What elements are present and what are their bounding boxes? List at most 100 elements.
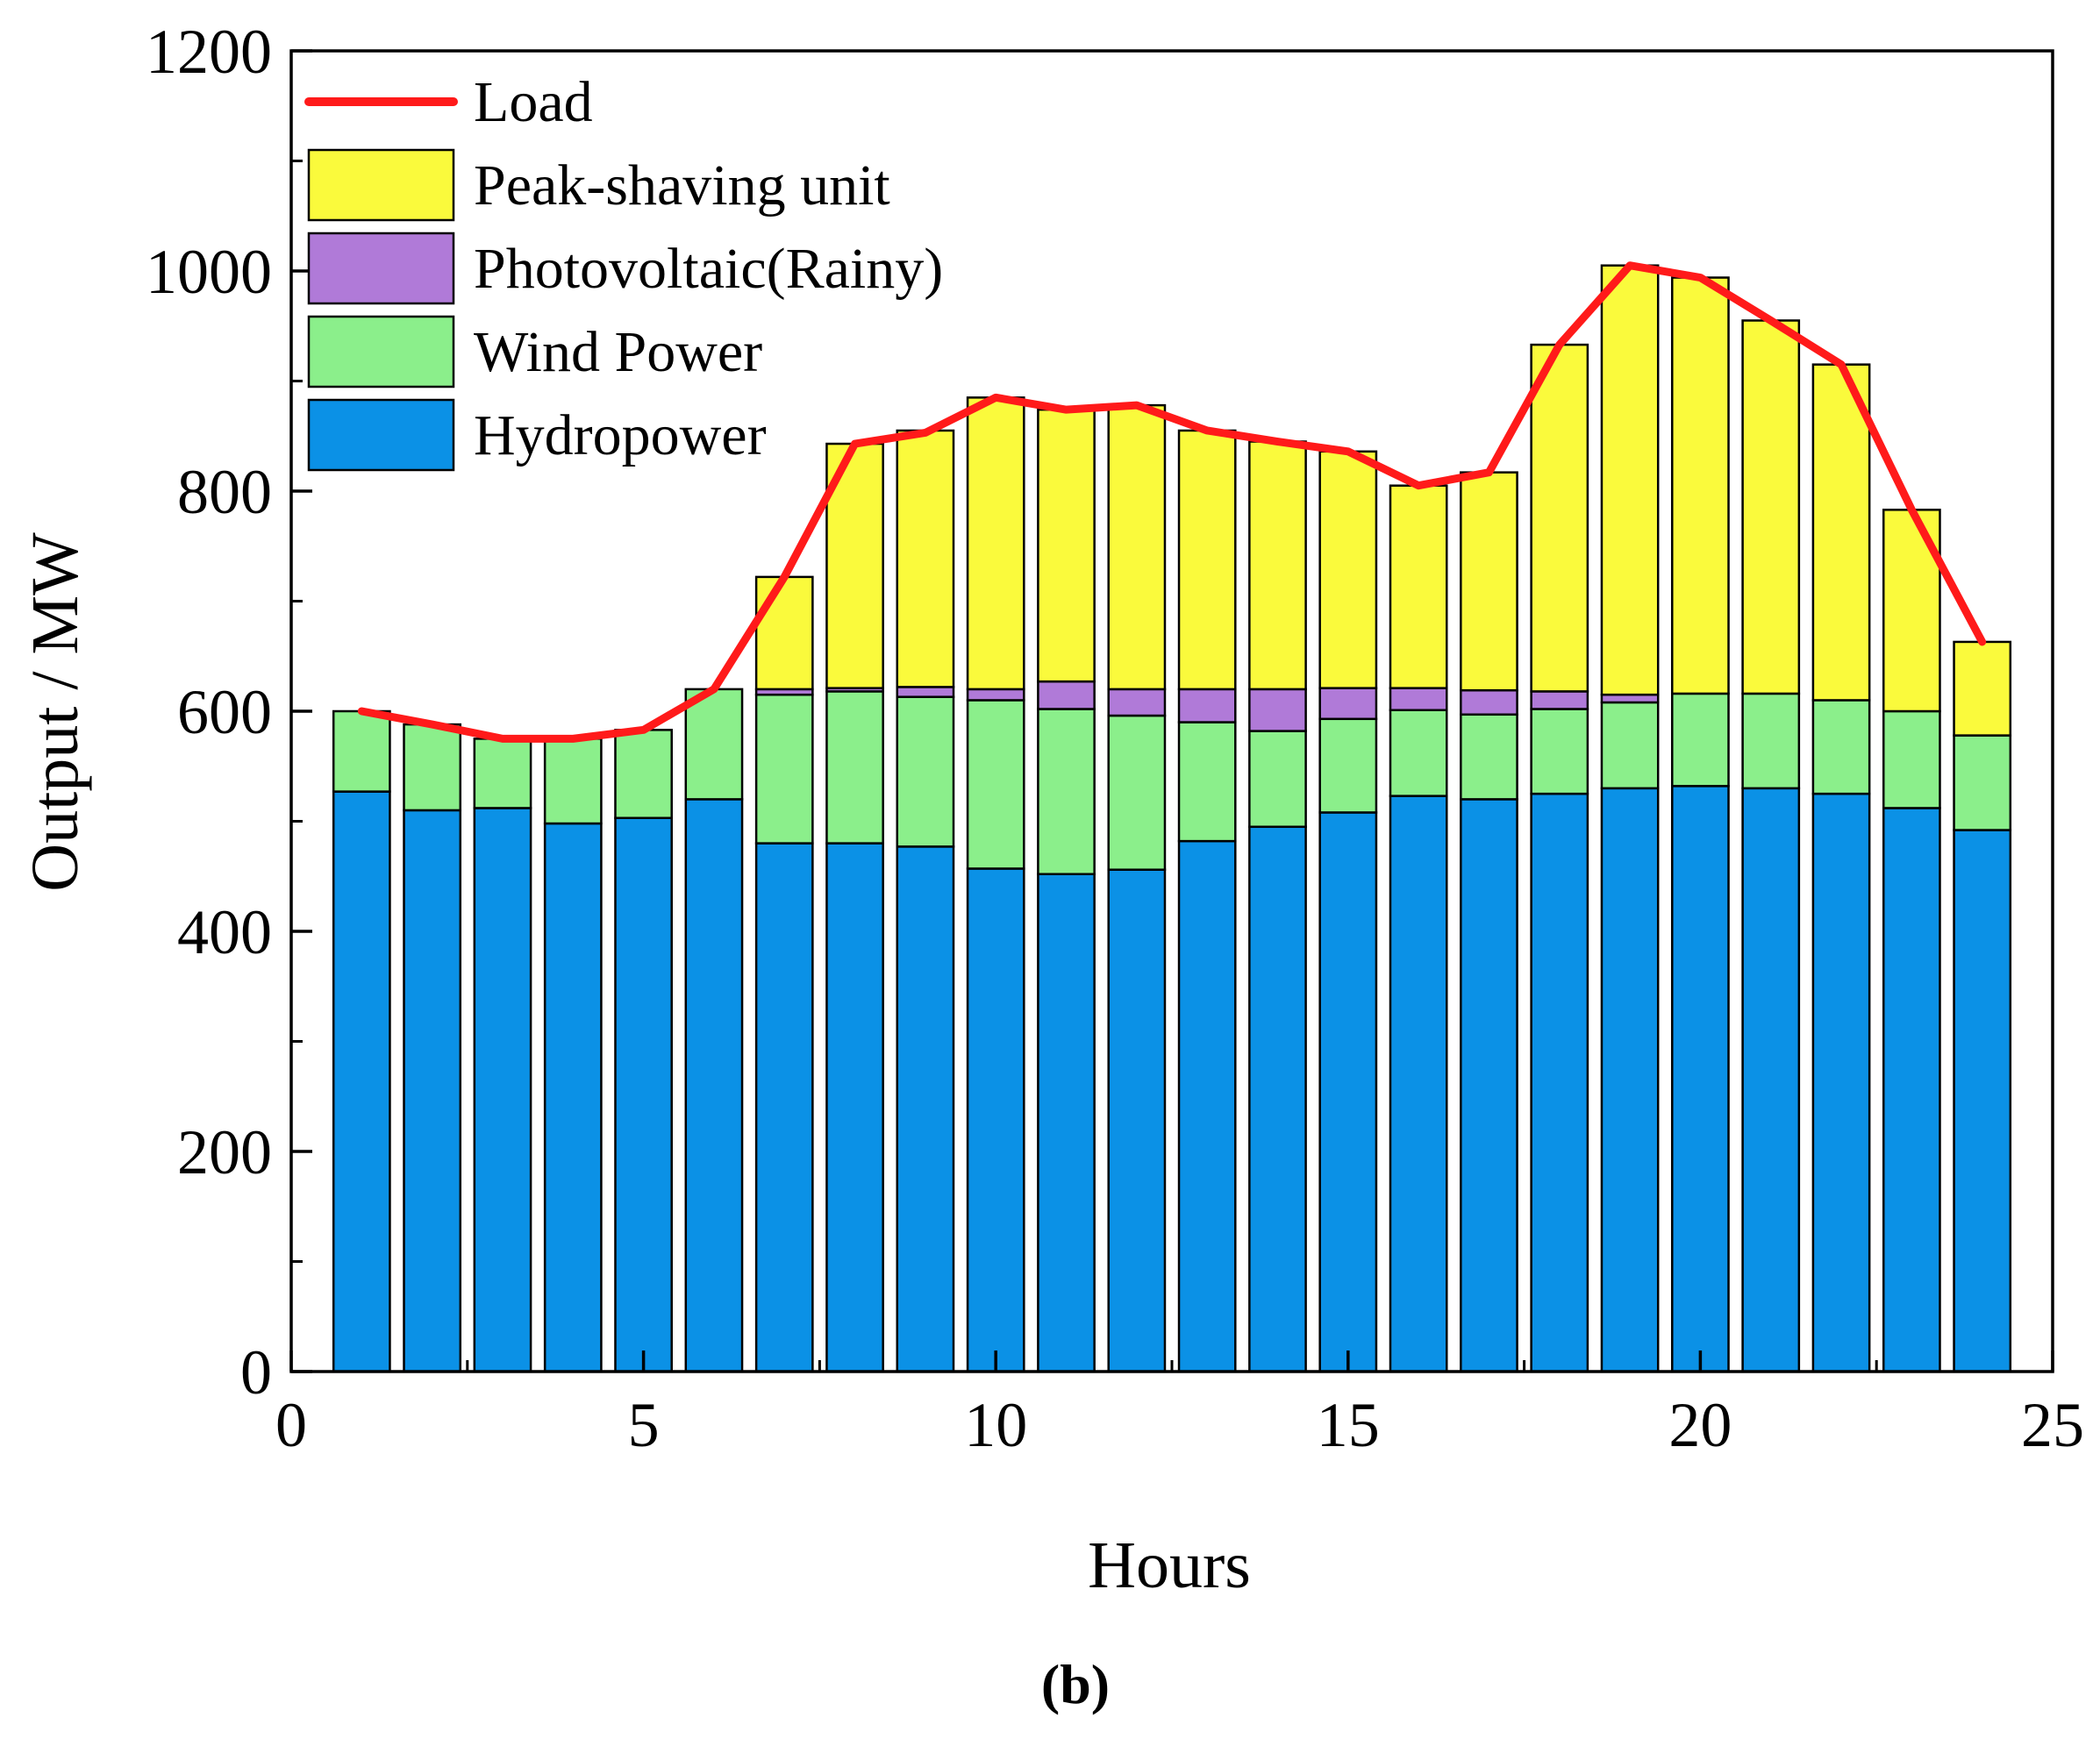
y-tick-label: 0 (240, 1337, 272, 1408)
bar-photovoltaic-rainy-hour-18 (1530, 690, 1589, 710)
bar-wind-power-hour-6 (684, 688, 744, 801)
bar-hydropower-hour-7 (754, 842, 814, 1373)
bar-peak-shaving-unit-hour-21 (1741, 319, 1801, 695)
bar-hydropower-hour-4 (543, 822, 603, 1373)
bar-peak-shaving-unit-hour-9 (896, 429, 955, 688)
bar-hydropower-hour-23 (1882, 807, 1941, 1373)
load-line (357, 261, 1987, 743)
bar-peak-shaving-unit-hour-10 (966, 396, 1025, 691)
bar-wind-power-hour-8 (825, 690, 884, 845)
y-axis-title: Output / MW (18, 532, 92, 892)
bar-wind-power-hour-3 (473, 738, 532, 809)
bar-photovoltaic-rainy-hour-19 (1600, 693, 1660, 704)
bar-wind-power-hour-19 (1600, 701, 1660, 790)
bar-peak-shaving-unit-hour-17 (1460, 471, 1518, 692)
y-tick-label: 200 (177, 1117, 272, 1187)
y-tick-label: 800 (177, 457, 272, 527)
bar-wind-power-hour-18 (1530, 708, 1589, 795)
bar-peak-shaving-unit-hour-20 (1671, 276, 1730, 695)
bar-peak-shaving-unit-hour-24 (1953, 640, 2012, 737)
bar-peak-shaving-unit-hour-16 (1389, 484, 1448, 689)
bar-hydropower-hour-11 (1037, 873, 1096, 1373)
bar-peak-shaving-unit-hour-15 (1318, 450, 1378, 689)
bar-wind-power-hour-16 (1389, 709, 1448, 797)
bar-hydropower-hour-14 (1248, 825, 1307, 1373)
bar-hydropower-hour-8 (825, 842, 884, 1373)
bar-photovoltaic-rainy-hour-11 (1037, 680, 1096, 710)
bar-hydropower-hour-10 (966, 867, 1025, 1373)
bar-wind-power-hour-2 (403, 723, 462, 812)
bar-hydropower-hour-2 (403, 809, 462, 1373)
x-tick-label: 0 (275, 1390, 307, 1460)
y-tick-label: 1200 (146, 17, 272, 87)
legend-label-photovoltaic-rainy: Photovoltaic(Rainy) (474, 237, 943, 301)
bar-hydropower-hour-3 (473, 807, 532, 1373)
bar-wind-power-hour-10 (966, 699, 1025, 870)
bar-wind-power-hour-20 (1671, 692, 1730, 788)
bar-wind-power-hour-1 (332, 709, 391, 793)
bar-hydropower-hour-21 (1741, 787, 1801, 1373)
bar-wind-power-hour-23 (1882, 709, 1941, 809)
bar-hydropower-hour-15 (1318, 811, 1378, 1373)
bar-wind-power-hour-15 (1318, 717, 1378, 814)
bar-wind-power-hour-17 (1460, 713, 1518, 801)
bar-photovoltaic-rainy-hour-14 (1248, 688, 1307, 732)
bar-hydropower-hour-9 (896, 845, 955, 1373)
x-tick-label: 20 (1668, 1390, 1732, 1460)
legend: Load Peak-shaving unit Photovoltaic(Rainy)… (304, 70, 943, 472)
bar-hydropower-hour-6 (684, 798, 744, 1373)
x-tick-label: 10 (964, 1390, 1027, 1460)
legend-swatch-hydropower (307, 398, 455, 472)
bar-hydropower-hour-13 (1177, 839, 1237, 1373)
bar-hydropower-hour-16 (1389, 795, 1448, 1373)
bar-wind-power-hour-4 (543, 738, 603, 825)
legend-swatch-wind-power (307, 315, 455, 388)
bar-photovoltaic-rainy-hour-10 (966, 688, 1025, 702)
bar-wind-power-hour-12 (1107, 714, 1167, 871)
legend-label-wind-power: Wind Power (474, 320, 762, 384)
bar-wind-power-hour-21 (1741, 692, 1801, 790)
bar-wind-power-hour-13 (1177, 721, 1237, 843)
bar-hydropower-hour-12 (1107, 868, 1167, 1373)
bar-hydropower-hour-20 (1671, 785, 1730, 1373)
bar-wind-power-hour-24 (1953, 734, 2012, 831)
x-axis-title: Hours (1088, 1529, 1251, 1602)
bar-photovoltaic-rainy-hour-17 (1460, 688, 1518, 716)
bar-peak-shaving-unit-hour-11 (1037, 408, 1096, 683)
bar-photovoltaic-rainy-hour-9 (896, 686, 955, 698)
bar-hydropower-hour-1 (332, 790, 391, 1373)
bar-photovoltaic-rainy-hour-12 (1107, 688, 1167, 717)
legend-swatch-photovoltaic-rainy (307, 232, 455, 305)
bars-layer (332, 264, 2012, 1373)
bar-hydropower-hour-5 (614, 816, 673, 1373)
bar-hydropower-hour-22 (1811, 792, 1871, 1373)
bar-wind-power-hour-22 (1811, 699, 1871, 795)
bar-photovoltaic-rainy-hour-13 (1177, 688, 1237, 723)
bar-hydropower-hour-24 (1953, 829, 2012, 1373)
x-tick-label: 25 (2021, 1390, 2084, 1460)
bar-peak-shaving-unit-hour-13 (1177, 429, 1237, 691)
axes: 0 200 400 600 800 1000 1200 0 5 10 15 20 25 (146, 17, 2084, 1460)
bar-wind-power-hour-11 (1037, 708, 1096, 875)
load-line-layer (357, 261, 1987, 743)
bar-wind-power-hour-7 (754, 693, 814, 845)
bar-peak-shaving-unit-hour-12 (1107, 403, 1167, 691)
bar-peak-shaving-unit-hour-22 (1811, 363, 1871, 702)
y-tick-label: 1000 (146, 237, 272, 307)
legend-label-hydropower: Hydropower (474, 403, 767, 467)
x-tick-label: 15 (1317, 1390, 1380, 1460)
bar-photovoltaic-rainy-hour-16 (1389, 687, 1448, 712)
x-tick-label: 5 (628, 1390, 660, 1460)
y-tick-label: 600 (177, 677, 272, 747)
legend-swatch-peak-shaving-unit (307, 148, 455, 222)
y-tick-label: 400 (177, 897, 272, 967)
bar-peak-shaving-unit-hour-18 (1530, 343, 1589, 693)
bar-peak-shaving-unit-hour-14 (1248, 440, 1307, 691)
bar-wind-power-hour-9 (896, 695, 955, 848)
bar-hydropower-hour-19 (1600, 787, 1660, 1373)
bar-hydropower-hour-17 (1460, 798, 1518, 1373)
bar-peak-shaving-unit-hour-19 (1600, 264, 1660, 696)
legend-label-peak-shaving-unit: Peak-shaving unit (474, 153, 890, 217)
legend-label-load: Load (474, 70, 593, 134)
